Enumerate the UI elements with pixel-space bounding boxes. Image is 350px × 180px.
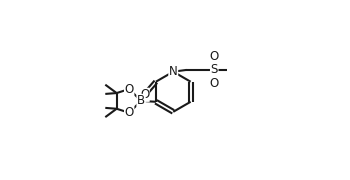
Text: N: N (169, 65, 178, 78)
Text: O: O (125, 106, 134, 119)
Text: O: O (140, 88, 149, 101)
Text: O: O (125, 83, 134, 96)
Text: B: B (137, 94, 145, 107)
Text: O: O (210, 76, 219, 89)
Text: O: O (210, 50, 219, 63)
Text: S: S (211, 63, 218, 76)
